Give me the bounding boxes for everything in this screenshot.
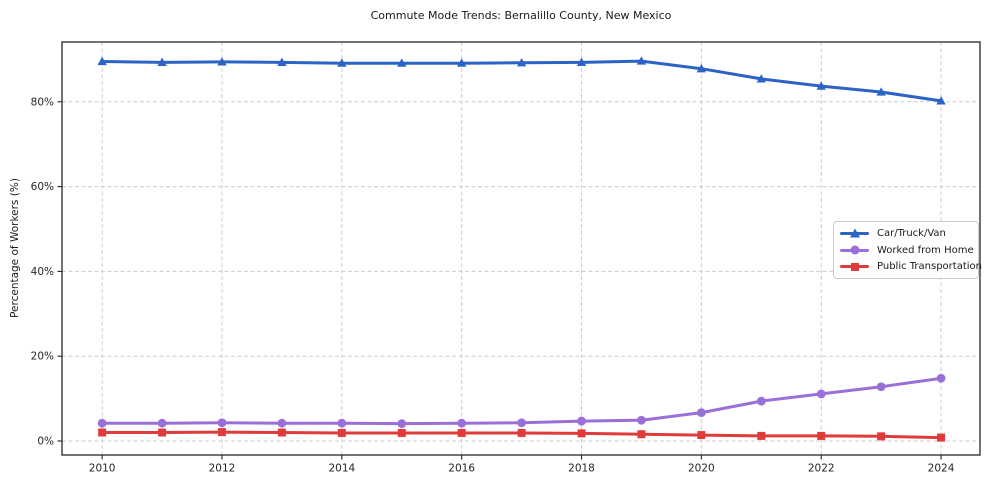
circle-marker <box>337 418 347 428</box>
triangle-marker <box>876 87 886 96</box>
circle-marker <box>696 408 706 417</box>
x-tick-label: 2018 <box>568 463 595 475</box>
circle-marker <box>157 418 167 428</box>
circle-marker <box>936 373 946 383</box>
series-line-worked-from-home <box>100 376 943 426</box>
chart-title: Commute Mode Trends: Bernalillo County, … <box>370 9 672 22</box>
square-marker <box>697 431 706 440</box>
legend-label: Public Transportation <box>877 261 982 273</box>
triangle-marker <box>277 57 287 66</box>
circle-marker <box>277 418 287 428</box>
square-marker <box>457 428 466 437</box>
legend-line-sample-wfh <box>840 244 869 256</box>
square-marker <box>637 430 646 439</box>
square-marker <box>937 433 946 442</box>
triangle-marker <box>636 56 647 65</box>
triangle-marker <box>576 57 587 66</box>
triangle-marker <box>756 74 766 83</box>
y-tick-label: 20% <box>31 351 54 363</box>
square-marker <box>517 428 526 437</box>
square-marker <box>98 428 107 437</box>
triangle-marker <box>397 58 407 67</box>
x-tick-label: 2016 <box>448 463 475 475</box>
legend-label: Worked from Home <box>877 244 974 256</box>
circle-marker <box>217 418 227 428</box>
triangle-marker <box>936 96 946 105</box>
triangle-marker <box>816 81 826 90</box>
triangle-marker <box>217 57 227 66</box>
circle-marker <box>457 418 467 428</box>
circle-marker <box>517 418 526 428</box>
y-tick-label: 60% <box>31 181 54 193</box>
legend-label: Car/Truck/Van <box>877 227 946 239</box>
x-tick-label: 2014 <box>328 463 355 475</box>
y-tick-label: 80% <box>31 96 54 108</box>
circle-marker <box>876 382 886 392</box>
square-marker <box>337 428 346 437</box>
square-marker <box>877 432 886 441</box>
legend-item-car-truck-van: Car/Truck/Van <box>840 225 972 242</box>
legend-line-sample-car <box>840 227 869 239</box>
square-marker <box>577 429 586 438</box>
triangle-marker <box>456 58 467 67</box>
triangle-marker <box>97 56 107 66</box>
plot-area <box>61 41 981 456</box>
x-tick-label: 2010 <box>89 463 116 475</box>
square-marker <box>817 431 826 440</box>
square-marker <box>158 428 167 437</box>
triangle-marker-icon <box>849 228 860 238</box>
x-tick-label: 2022 <box>808 463 835 475</box>
square-marker <box>757 431 766 440</box>
legend: Car/Truck/Van Worked from Home Public Tr… <box>833 221 982 279</box>
triangle-marker <box>157 57 167 66</box>
legend-item-worked-from-home: Worked from Home <box>840 242 974 259</box>
square-marker <box>277 428 286 437</box>
triangle-marker <box>337 58 347 67</box>
circle-marker <box>816 389 826 399</box>
x-tick-label: 2024 <box>928 463 955 475</box>
square-marker <box>397 428 406 437</box>
circle-marker-icon <box>850 245 859 255</box>
legend-item-public-transportation: Public Transportation <box>840 258 982 275</box>
square-marker-icon <box>850 262 859 271</box>
triangle-marker <box>696 64 707 73</box>
x-tick-label: 2012 <box>209 463 236 475</box>
triangle-marker <box>516 58 527 67</box>
y-tick-label: 40% <box>31 266 54 278</box>
circle-marker <box>97 418 107 428</box>
circle-marker <box>577 416 586 426</box>
square-marker <box>217 428 226 437</box>
x-tick-label: 2020 <box>688 463 715 475</box>
circle-marker <box>397 419 407 429</box>
circle-marker <box>756 396 766 406</box>
circle-marker <box>637 415 646 425</box>
series-line-car-truck-van <box>100 59 943 103</box>
y-tick-label: 0% <box>37 436 54 448</box>
legend-line-sample-transit <box>840 261 869 273</box>
